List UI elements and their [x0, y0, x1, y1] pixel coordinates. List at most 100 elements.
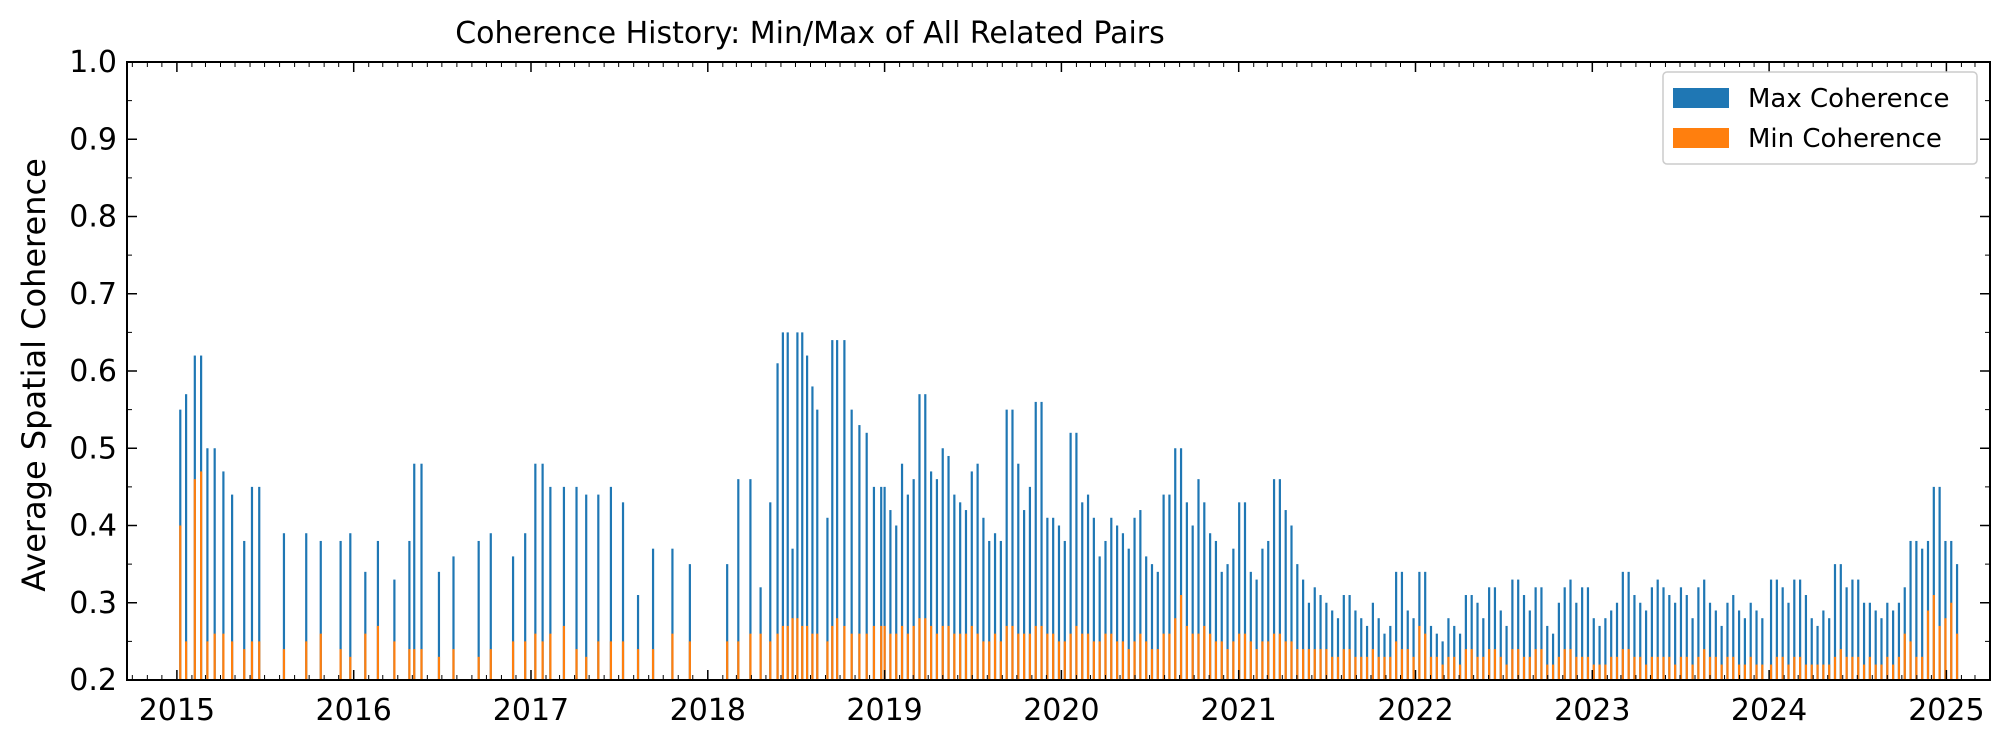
max-coherence-bar — [816, 409, 819, 681]
max-coherence-bar — [319, 540, 322, 680]
min-coherence-bar — [970, 625, 973, 680]
max-coherence-bar — [231, 494, 234, 680]
min-coherence-bar — [1284, 641, 1287, 681]
max-coherence-bar — [1023, 510, 1026, 680]
max-coherence-bar — [737, 479, 740, 680]
min-coherence-bar — [889, 633, 892, 680]
max-coherence-bar — [1938, 486, 1941, 681]
max-coherence-bar — [1290, 525, 1293, 680]
min-coherence-bar — [1063, 641, 1066, 681]
max-coherence-bar — [1828, 618, 1831, 680]
max-coherence-bar — [1522, 595, 1526, 680]
min-coherence-bar — [1296, 649, 1299, 680]
min-coherence-bar — [1668, 656, 1671, 680]
max-coherence-bar — [636, 595, 640, 680]
max-coherence-bar — [1897, 602, 1901, 680]
max-coherence-bar — [1769, 579, 1773, 680]
max-coherence-bar — [976, 463, 979, 680]
min-coherence-bar — [1708, 656, 1712, 680]
min-coherence-bar — [947, 625, 950, 680]
legend-label-min: Min Coherence — [1748, 124, 1942, 154]
min-coherence-bar — [1133, 641, 1136, 681]
y-axis-label: Average Spatial Coherence — [15, 158, 53, 592]
max-coherence-bar — [1249, 571, 1252, 680]
max-coherence-bar — [1874, 610, 1877, 680]
min-coherence-bar — [1081, 633, 1084, 680]
min-coherence-bar — [1851, 656, 1854, 680]
max-coherence-bar — [1243, 502, 1247, 680]
max-coherence-bar — [1168, 494, 1171, 680]
min-coherence-bar — [1116, 641, 1119, 681]
min-coherence-bar — [1703, 649, 1706, 680]
min-coherence-bar — [1412, 656, 1415, 680]
max-coherence-bar — [651, 548, 655, 680]
max-coherence-bar — [1412, 618, 1415, 680]
min-coherence-bar — [179, 525, 182, 680]
min-coherence-bar — [796, 618, 799, 680]
max-coherence-bar — [1086, 494, 1090, 680]
min-coherence-bar — [999, 641, 1002, 681]
max-coherence-bar — [258, 486, 261, 681]
max-coherence-bar — [1278, 479, 1281, 680]
max-coherence-bar — [1156, 571, 1159, 680]
max-coherence-bar — [1302, 579, 1305, 680]
min-coherence-bar — [1909, 641, 1912, 681]
max-coherence-bar — [1685, 595, 1688, 680]
max-coherence-bar — [575, 486, 578, 681]
max-coherence-bar — [1075, 432, 1078, 680]
max-coherence-bar — [1569, 579, 1572, 680]
min-coherence-bar — [1226, 649, 1229, 680]
min-coherence-bar — [1868, 656, 1871, 680]
max-coherence-bar — [1528, 610, 1531, 680]
min-coherence-bar — [1926, 610, 1930, 680]
max-coherence-bar — [769, 502, 772, 680]
min-coherence-bar — [801, 625, 804, 680]
min-coherence-bar — [1511, 649, 1514, 680]
max-coherence-bar — [858, 425, 861, 680]
min-coherence-bar — [791, 618, 794, 680]
min-coherence-bar — [1243, 633, 1247, 680]
max-coherence-bar — [1110, 517, 1113, 680]
x-tick-label: 2024 — [1731, 693, 1807, 728]
min-coherence-bar — [477, 656, 480, 680]
max-coherence-bar — [1179, 448, 1183, 680]
min-coherence-bar — [906, 633, 909, 680]
max-coherence-bar — [1743, 618, 1746, 680]
x-tick-label: 2021 — [1201, 693, 1277, 728]
max-coherence-bar — [906, 494, 909, 680]
min-coherence-bar — [850, 633, 853, 680]
max-coherence-bar — [1851, 579, 1854, 680]
max-coherence-bar — [1615, 602, 1619, 680]
max-coherence-bar — [222, 471, 225, 680]
max-coherence-bar — [250, 486, 254, 681]
max-coherence-bar — [1679, 587, 1683, 680]
min-coherence-bar — [1726, 656, 1729, 680]
min-coherence-bar — [1017, 633, 1020, 680]
min-coherence-bar — [688, 641, 691, 681]
min-coherence-bar — [1955, 633, 1959, 680]
min-coherence-bar — [1493, 649, 1497, 680]
min-coherence-bar — [1005, 625, 1008, 680]
min-coherence-bar — [880, 625, 883, 680]
max-coherence-bar — [1255, 579, 1258, 680]
max-coherence-bar — [749, 479, 752, 680]
min-coherence-bar — [1191, 633, 1194, 680]
min-coherence-bar — [1775, 656, 1778, 680]
min-coherence-bar — [1447, 656, 1450, 680]
max-coherence-bar — [1755, 610, 1758, 680]
max-coherence-bar — [1563, 587, 1566, 680]
y-tick-label: 1.0 — [69, 45, 117, 80]
min-coherence-bar — [1162, 633, 1165, 680]
min-coherence-bar — [489, 649, 492, 680]
max-coherence-bar — [1714, 610, 1717, 680]
min-coherence-bar — [376, 625, 380, 680]
max-coherence-bar — [811, 386, 814, 680]
max-coherence-bar — [1174, 448, 1177, 680]
min-coherence-bar — [776, 633, 779, 680]
min-coherence-bar — [1145, 641, 1148, 681]
max-coherence-bar — [1209, 533, 1212, 680]
max-coherence-bar — [364, 571, 367, 680]
min-coherence-bar — [1290, 641, 1293, 681]
max-coherence-bar — [831, 340, 834, 680]
min-coherence-bar — [1615, 656, 1619, 680]
